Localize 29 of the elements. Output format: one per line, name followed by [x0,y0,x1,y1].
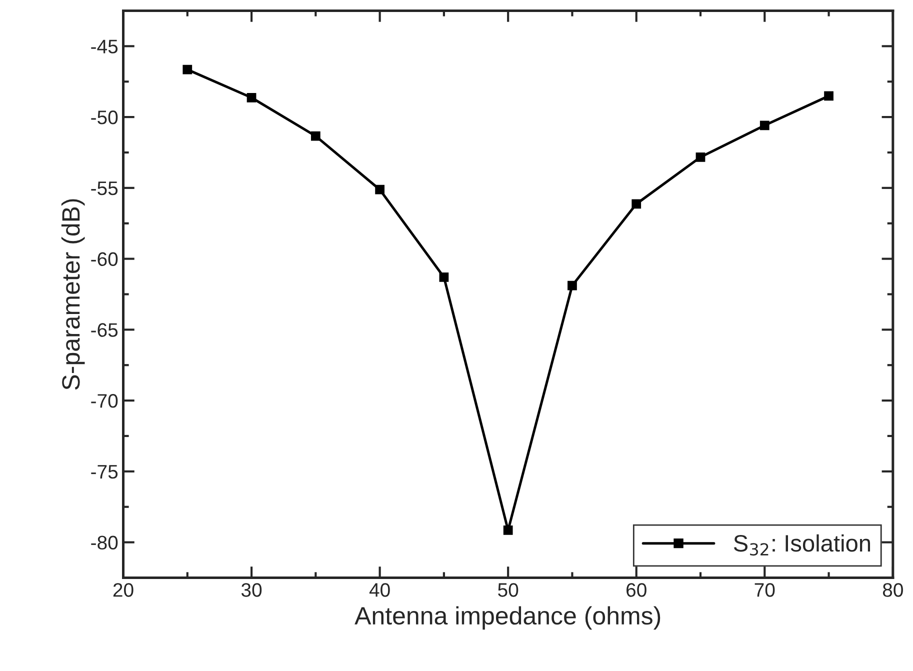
legend-label: S$_{32}$: Isolation [734,534,870,556]
point [182,64,192,74]
y-tick-label: -50 [91,110,118,124]
point [439,272,449,282]
point [375,184,384,194]
x-tick-label: 50 [498,583,518,597]
y-tick-label: -45 [91,40,118,54]
x-tick-label: 20 [113,583,134,597]
point [503,526,513,535]
x-tick-label: 70 [754,583,775,597]
y-tick-label: -65 [91,323,118,337]
y-axis-title: S-parameter (dB) [61,199,85,390]
y-tick-label: -55 [91,182,118,196]
point [310,131,320,141]
x-tick-label: 80 [882,583,903,597]
point [696,152,706,162]
x-tick-label: 60 [626,583,646,597]
y-tick-label: -80 [91,536,118,550]
x-tick-label: 30 [241,583,262,597]
point [246,92,256,102]
point [568,280,577,290]
x-tick-label: 40 [369,583,390,597]
point [760,120,770,130]
y-tick-label: -70 [91,394,118,408]
x-axis-title: Antenna impedance (ohms) [354,606,660,630]
y-tick-label: -75 [91,465,118,479]
point [632,199,642,209]
point [824,91,834,101]
y-tick-label: -60 [91,252,118,266]
